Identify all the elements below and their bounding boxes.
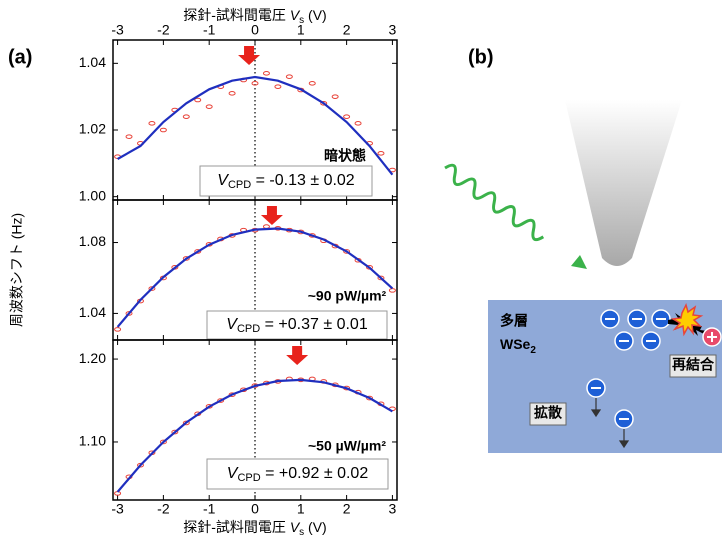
probe-tip (565, 100, 682, 266)
x-tick-label: -1 (203, 22, 216, 38)
y-tick-label: 1.02 (79, 121, 106, 137)
y-tick-label: 1.10 (79, 433, 106, 449)
x-axis-title-text: 探針-試料間電圧 (183, 7, 290, 23)
formula-sub: 2 (530, 345, 536, 356)
data-point (286, 75, 292, 79)
x-tick-label: 3 (389, 22, 397, 38)
data-point (160, 128, 166, 132)
data-point (275, 85, 281, 89)
data-point (378, 152, 384, 156)
diagram: 多層 WSe2 再結合 拡散 (441, 100, 722, 453)
data-point (263, 225, 269, 229)
y-tick-label: 1.00 (79, 187, 106, 203)
data-point (309, 82, 315, 86)
cpd-arrow (286, 346, 308, 365)
x-tick-label: -2 (157, 501, 170, 517)
x-tick-label: 0 (251, 501, 259, 517)
cpd-text: = +0.37 ± 0.01 (260, 316, 368, 333)
cpd-text: = +0.92 ± 0.02 (261, 465, 369, 482)
x-tick-label: 2 (343, 501, 351, 517)
condition-label: ~90 pW/µm² (308, 288, 387, 304)
data-point (389, 289, 395, 293)
x-axis-title-unit: (V) (304, 7, 327, 23)
x-tick-label: 2 (343, 22, 351, 38)
x-tick-label: 3 (389, 501, 397, 517)
data-point (115, 328, 121, 332)
figure: (a) (b) 周波数シフト (Hz) 多層 WSe2 再結合 (0, 0, 725, 540)
data-point (332, 95, 338, 99)
cpd-arrow (261, 206, 283, 225)
data-point (355, 122, 361, 126)
data-point (183, 115, 189, 119)
cpd-sub: CPD (228, 179, 251, 191)
x-axis-title-text: 探針-試料間電圧 (183, 519, 290, 535)
panel-label: (a) (8, 46, 32, 68)
data-point (115, 492, 121, 496)
cpd-sub: CPD (237, 323, 260, 335)
cpd-sub: CPD (237, 472, 260, 484)
y-tick-label: 1.04 (79, 54, 106, 70)
diffusion-label: 拡散 (534, 405, 563, 421)
data-point (149, 122, 155, 126)
formula: WSe (500, 336, 531, 352)
cpd-arrow (238, 46, 260, 65)
y-tick-label: 1.08 (79, 233, 106, 249)
y-tick-label: 1.20 (79, 350, 106, 366)
x-tick-label: -3 (111, 501, 124, 517)
light-wave (441, 162, 547, 242)
recombination-label: 再結合 (672, 357, 715, 373)
x-axis-title-unit: (V) (304, 519, 327, 535)
x-tick-label: -1 (203, 501, 216, 517)
data-point (206, 105, 212, 109)
data-point (229, 92, 235, 96)
condition-label: ~50 µW/µm² (308, 438, 386, 454)
light-arrow (571, 255, 587, 269)
data-point (126, 135, 132, 139)
y-axis-title: 周波数シフト (Hz) (9, 213, 25, 327)
x-tick-label: -3 (111, 22, 124, 38)
condition-label: 暗状態 (324, 148, 366, 164)
x-tick-label: 0 (251, 22, 259, 38)
material-label: 多層 (500, 313, 528, 329)
x-tick-label: -2 (157, 22, 170, 38)
cpd-text: = -0.13 ± 0.02 (251, 172, 355, 189)
data-point (263, 72, 269, 76)
panel-label: (b) (468, 46, 494, 68)
data-point (344, 115, 350, 119)
x-tick-label: 1 (297, 501, 305, 517)
y-tick-label: 1.04 (79, 304, 106, 320)
x-axis-title: 探針-試料間電圧 Vs (V) (183, 519, 326, 538)
